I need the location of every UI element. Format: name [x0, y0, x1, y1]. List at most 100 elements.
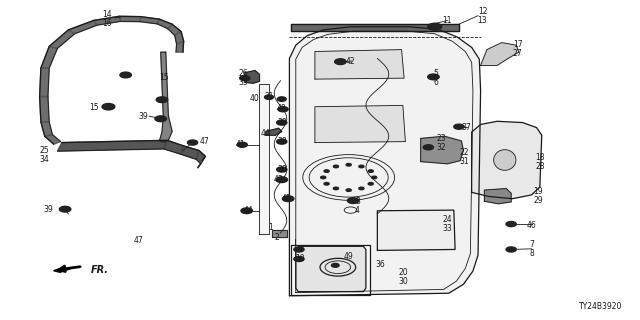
Polygon shape [289, 27, 481, 296]
Text: 23
32: 23 32 [436, 133, 446, 152]
Text: 12
13: 12 13 [477, 7, 487, 25]
Circle shape [346, 189, 351, 191]
Text: 44: 44 [261, 129, 271, 138]
Circle shape [102, 104, 115, 110]
Text: 24
33: 24 33 [443, 215, 452, 233]
Circle shape [278, 107, 288, 112]
Circle shape [294, 256, 304, 261]
Circle shape [346, 164, 351, 166]
Polygon shape [245, 70, 259, 83]
Polygon shape [40, 97, 49, 122]
Circle shape [333, 187, 339, 190]
Text: 46: 46 [527, 220, 536, 229]
Text: 7
8: 7 8 [529, 240, 534, 259]
Polygon shape [164, 140, 183, 154]
Polygon shape [175, 32, 184, 44]
Polygon shape [41, 46, 58, 68]
Text: 45: 45 [282, 194, 292, 203]
Polygon shape [420, 136, 463, 164]
Text: 49: 49 [344, 252, 353, 261]
Polygon shape [181, 146, 199, 159]
Text: 2: 2 [275, 233, 279, 242]
Text: 39: 39 [43, 205, 52, 214]
Circle shape [359, 187, 364, 190]
Text: 47: 47 [199, 137, 209, 146]
Polygon shape [49, 30, 75, 48]
Text: 15: 15 [159, 73, 169, 82]
Circle shape [294, 247, 304, 252]
Circle shape [276, 139, 287, 144]
Polygon shape [159, 52, 172, 142]
Text: 38: 38 [277, 165, 287, 174]
Text: 20
30: 20 30 [398, 268, 408, 286]
Circle shape [368, 182, 373, 185]
Text: 3: 3 [356, 197, 361, 206]
Text: 4: 4 [355, 206, 360, 215]
Polygon shape [315, 105, 405, 142]
Circle shape [333, 165, 339, 168]
Circle shape [506, 221, 516, 227]
Polygon shape [45, 135, 61, 144]
Circle shape [348, 198, 359, 204]
Circle shape [155, 116, 166, 122]
Circle shape [324, 170, 329, 172]
Circle shape [428, 23, 442, 30]
Polygon shape [481, 43, 519, 66]
Text: 18
28: 18 28 [535, 153, 545, 171]
Circle shape [368, 170, 373, 172]
Polygon shape [291, 245, 370, 295]
Polygon shape [176, 41, 184, 52]
Text: 44: 44 [244, 206, 253, 215]
Text: 19
29: 19 29 [533, 188, 543, 205]
Circle shape [282, 196, 294, 202]
Text: 48: 48 [277, 104, 287, 113]
Text: 36: 36 [376, 260, 385, 269]
Circle shape [506, 247, 516, 252]
Circle shape [428, 74, 439, 80]
Text: 41: 41 [236, 140, 245, 149]
Polygon shape [259, 84, 269, 234]
Text: 40: 40 [250, 94, 259, 103]
Circle shape [454, 124, 464, 129]
Polygon shape [266, 128, 282, 135]
Text: 11: 11 [443, 16, 452, 25]
Circle shape [60, 206, 71, 212]
Polygon shape [68, 20, 97, 34]
Circle shape [276, 167, 287, 172]
Circle shape [276, 177, 287, 182]
Text: 25
34: 25 34 [40, 146, 49, 164]
Text: FR.: FR. [91, 265, 109, 276]
Text: 43: 43 [274, 174, 284, 184]
Text: 9
10: 9 10 [295, 244, 305, 263]
Circle shape [156, 97, 168, 103]
Polygon shape [168, 24, 181, 35]
Circle shape [237, 142, 247, 147]
Text: 47: 47 [134, 236, 143, 245]
Circle shape [324, 182, 329, 185]
Text: 37: 37 [461, 123, 472, 132]
Polygon shape [315, 50, 404, 79]
Ellipse shape [493, 150, 516, 170]
Circle shape [335, 59, 346, 65]
Polygon shape [40, 68, 49, 97]
Text: 5
6: 5 6 [433, 69, 438, 87]
Circle shape [240, 76, 250, 81]
Circle shape [332, 263, 339, 267]
Polygon shape [484, 188, 511, 204]
Text: TY24B3920: TY24B3920 [579, 302, 623, 311]
Polygon shape [472, 121, 541, 199]
Polygon shape [58, 140, 167, 151]
Text: 15: 15 [89, 103, 99, 112]
Circle shape [321, 176, 326, 179]
Text: 17
27: 17 27 [513, 40, 522, 58]
Text: 22
31: 22 31 [459, 148, 469, 166]
Polygon shape [196, 150, 205, 164]
Circle shape [276, 120, 287, 125]
Polygon shape [378, 210, 455, 251]
Circle shape [277, 97, 286, 101]
Polygon shape [41, 122, 52, 136]
Circle shape [241, 208, 252, 214]
Polygon shape [140, 17, 159, 24]
Polygon shape [54, 267, 70, 272]
Circle shape [264, 95, 273, 100]
